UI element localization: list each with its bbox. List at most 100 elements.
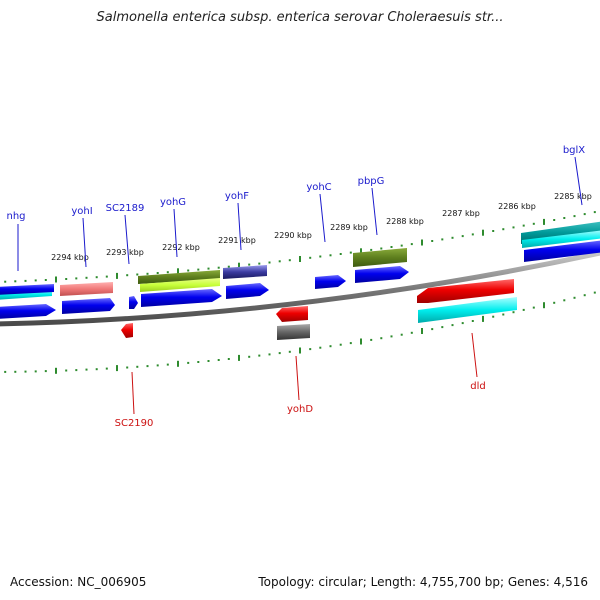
outer-scale-major-tick [238, 262, 240, 269]
inner-scale-minor-tick [339, 343, 342, 346]
gene-label-yohF: yohF [225, 191, 249, 202]
inner-scale-major-tick [177, 360, 179, 367]
scale-label: 2294 kbp [51, 253, 89, 262]
scale-label: 2286 kbp [498, 202, 536, 211]
inner-scale-minor-tick [573, 296, 576, 299]
scale-label: 2289 kbp [330, 223, 368, 232]
gene-feature-bglX[interactable] [524, 240, 600, 262]
inner-scale-major-tick [55, 367, 57, 374]
gene-feature-dld-cyan[interactable] [418, 297, 517, 323]
gene-features-reverse [121, 279, 517, 340]
label-leader-lines [17, 156, 583, 415]
gene-feature-yohF-lower[interactable] [226, 283, 269, 299]
inner-scale-minor-tick [85, 368, 88, 371]
inner-scale-minor-tick [410, 331, 413, 334]
outer-scale-minor-tick [400, 244, 403, 247]
gene-feature-nhg[interactable] [0, 284, 54, 295]
inner-scale-minor-tick [441, 326, 444, 329]
inner-scale-minor-tick [136, 365, 139, 368]
inner-scale-minor-tick [349, 342, 352, 345]
outer-scale-minor-tick [24, 279, 27, 282]
inner-scale-minor-tick [278, 352, 281, 355]
outer-scale-minor-tick [441, 238, 444, 241]
inner-scale-minor-tick [522, 308, 525, 311]
scale-ticks-outer [4, 211, 596, 283]
outer-scale-minor-tick [34, 279, 37, 282]
inner-scale-minor-tick [471, 320, 474, 322]
outer-scale-minor-tick [390, 246, 393, 248]
outer-scale-minor-tick [248, 263, 251, 266]
outer-scale-minor-tick [166, 271, 169, 274]
genome-backbone [0, 250, 600, 327]
inner-scale-minor-tick [166, 363, 169, 366]
inner-scale-minor-tick [492, 315, 495, 318]
scale-label: 2293 kbp [106, 248, 144, 257]
gene-feature-dld[interactable] [417, 279, 514, 303]
inner-scale-minor-tick [156, 364, 159, 367]
outer-scale-major-tick [116, 272, 118, 279]
inner-scale-minor-tick [248, 355, 251, 358]
scale-labels: 2294 kbp 2293 kbp 2292 kbp 2291 kbp 2290 kbp… [51, 192, 592, 262]
inner-scale-major-tick [543, 302, 545, 309]
gene-feature-yohI-lower[interactable] [62, 298, 115, 314]
inner-scale-minor-tick [65, 369, 68, 372]
gene-feature-pbpG-lower[interactable] [355, 266, 409, 283]
gene-features-forward [0, 221, 600, 319]
gene-label-pbpG: pbpG [358, 176, 385, 187]
inner-scale-minor-tick [553, 301, 556, 304]
inner-scale-minor-tick [146, 365, 149, 368]
inner-scale-minor-tick [268, 353, 271, 356]
gene-feature-yohG-lime[interactable] [140, 278, 220, 292]
inner-scale-minor-tick [187, 361, 190, 364]
inner-scale-minor-tick [563, 299, 566, 302]
outer-scale-minor-tick [329, 254, 332, 257]
outer-scale-minor-tick [339, 253, 342, 255]
outer-scale-minor-tick [370, 248, 373, 251]
inner-scale-minor-tick [400, 333, 403, 336]
outer-scale-minor-tick [573, 215, 576, 218]
inner-scale-minor-tick [95, 368, 98, 371]
outer-scale-minor-tick [227, 265, 230, 268]
gene-feature-yohC[interactable] [315, 275, 346, 289]
gene-feature-pbpG[interactable] [353, 248, 407, 267]
outer-scale-minor-tick [380, 247, 383, 250]
gene-feature-bglX-cyan[interactable] [522, 230, 600, 248]
outer-scale-minor-tick [207, 267, 210, 270]
outer-scale-minor-tick [105, 275, 108, 278]
outer-scale-minor-tick [288, 259, 291, 262]
inner-scale-minor-tick [14, 370, 17, 373]
genome-summary-text: Topology: circular; Length: 4,755,700 bp… [258, 575, 588, 589]
gene-feature-yohF[interactable] [223, 265, 267, 279]
gene-feature-yohG[interactable] [141, 289, 222, 307]
inner-scale-minor-tick [126, 366, 129, 369]
outer-scale-minor-tick [85, 276, 88, 279]
outer-scale-minor-tick [126, 274, 129, 277]
inner-scale-minor-tick [44, 370, 47, 373]
gene-labels-bottom: SC2190 yohD dld [115, 381, 486, 429]
outer-scale-minor-tick [461, 235, 464, 238]
inner-scale-major-tick [116, 365, 118, 372]
inner-scale-major-tick [299, 347, 301, 354]
outer-scale-minor-tick [146, 272, 149, 275]
scale-label: 2287 kbp [442, 209, 480, 218]
outer-scale-minor-tick [349, 251, 352, 254]
gene-feature-nhg-lower[interactable] [0, 304, 56, 319]
gene-feature-yohG-olive[interactable] [138, 270, 220, 284]
outer-scale-minor-tick [431, 240, 434, 242]
outer-scale-major-tick [543, 218, 545, 225]
gene-feature-yohD[interactable] [276, 306, 308, 322]
gene-feature-yohI[interactable] [60, 282, 113, 296]
gene-label-bglX: bglX [563, 145, 585, 156]
gene-label-SC2189: SC2189 [106, 203, 145, 214]
gene-label-dld: dld [470, 381, 485, 392]
inner-scale-minor-tick [227, 358, 230, 360]
gene-feature-yohD-gray[interactable] [277, 324, 310, 340]
gene-label-yohC: yohC [306, 182, 331, 193]
inner-scale-minor-tick [197, 361, 200, 363]
inner-scale-major-tick [238, 354, 240, 361]
gene-feature-SC2189[interactable] [129, 296, 138, 309]
outer-scale-minor-tick [4, 280, 7, 283]
gene-feature-SC2190[interactable] [121, 323, 133, 338]
scale-label: 2292 kbp [162, 243, 200, 252]
inner-scale-minor-tick [583, 294, 586, 297]
